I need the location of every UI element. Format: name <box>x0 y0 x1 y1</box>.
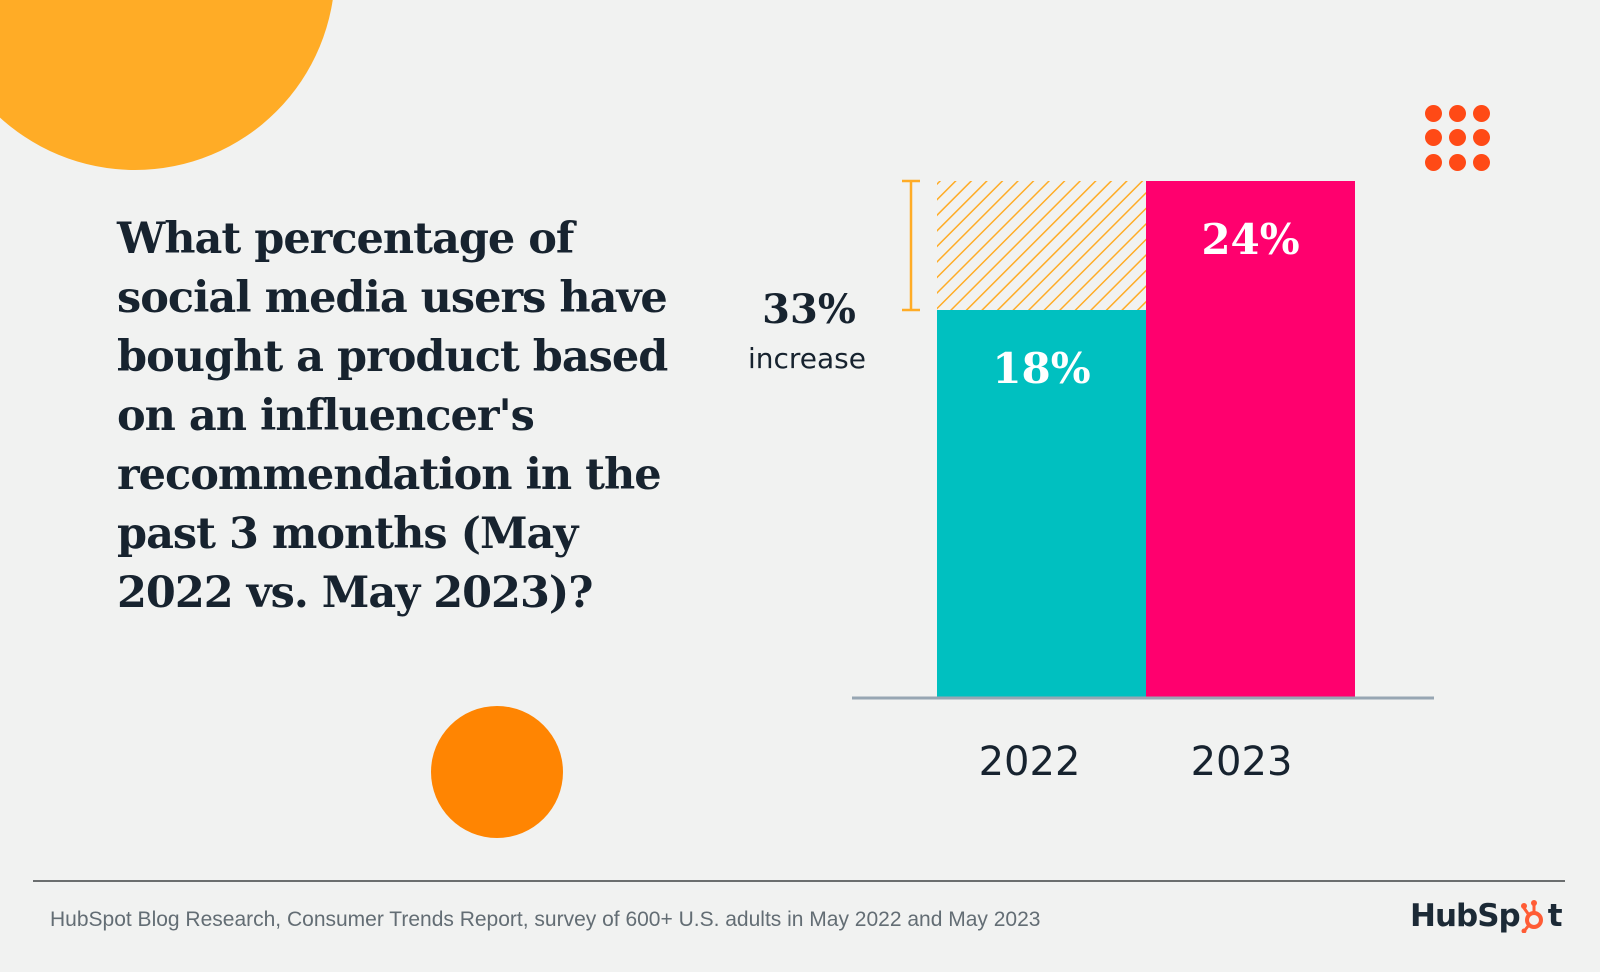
source-citation: HubSpot Blog Research, Consumer Trends R… <box>50 908 1041 931</box>
dot <box>1449 129 1466 147</box>
decorative-circle-orange <box>431 706 563 838</box>
dot <box>1449 105 1466 122</box>
decorative-dot-grid <box>1425 105 1491 171</box>
x-tick-label-2023: 2023 <box>1191 739 1293 785</box>
increase-hatch-area <box>937 181 1146 310</box>
dot <box>1449 153 1466 171</box>
dot <box>1473 153 1490 171</box>
data-label-2022: 18% <box>992 344 1090 393</box>
annotation-text: increase <box>748 342 866 375</box>
bar-2023 <box>1146 181 1355 697</box>
dot <box>1473 105 1490 122</box>
dot <box>1425 105 1442 122</box>
dot <box>1425 153 1442 171</box>
logo-text-right: t <box>1547 898 1563 934</box>
dot <box>1473 129 1490 147</box>
data-label-2023: 24% <box>1201 215 1299 264</box>
annotation-value: 33% <box>762 286 856 333</box>
hubspot-sprocket-icon <box>1520 900 1543 933</box>
footer-divider <box>33 880 1565 882</box>
x-tick-label-2022: 2022 <box>979 739 1081 785</box>
logo-text-left: HubSp <box>1410 898 1521 934</box>
dot <box>1425 129 1442 147</box>
hubspot-logo: HubSp t <box>1410 898 1563 934</box>
chart-title-question: What percentage of social media users ha… <box>117 214 668 618</box>
bar-2022 <box>937 310 1146 697</box>
